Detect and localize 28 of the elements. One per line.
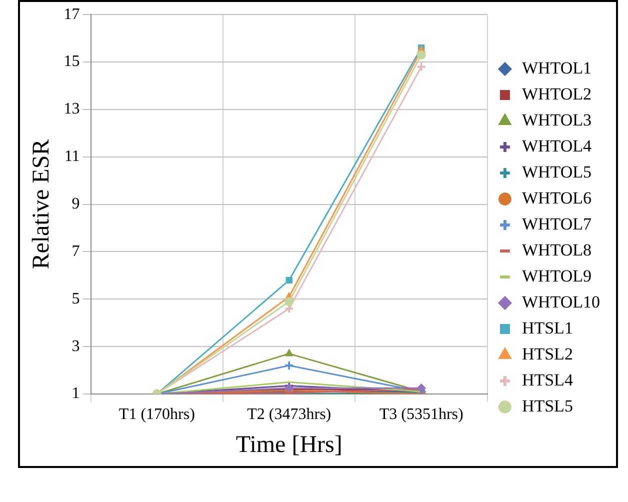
legend-label: WHTOL4 [522,136,592,156]
legend-label: WHTOL7 [522,214,592,234]
legend-label: WHTOL10 [522,292,600,312]
y-tick-label: 17 [64,6,80,23]
x-tick-label: T2 (3473hrs) [247,406,332,423]
y-axis-title: Relative ESR [28,139,55,270]
legend-label: HTSL5 [522,396,573,416]
legend-label: HTSL2 [522,344,573,364]
legend-label: WHTOL2 [522,84,592,104]
y-tick-label: 3 [72,338,80,355]
x-axis-title: Time [Hrs] [236,432,342,458]
legend-label: WHTOL8 [522,240,592,260]
legend-label: WHTOL6 [522,188,592,208]
y-tick-label: 13 [64,100,80,118]
y-tick-label: 1 [72,385,80,402]
y-tick-label: 7 [72,242,80,260]
legend-label: WHTOL5 [522,162,592,182]
y-tick-label: 5 [72,290,80,308]
y-tick-label: 11 [64,148,80,166]
legend-label: HTSL1 [522,318,573,338]
legend-label: WHTOL1 [522,58,592,78]
y-tick-label: 15 [64,53,80,70]
x-tick-label: T3 (5351hrs) [379,406,464,423]
legend-label: HTSL4 [522,370,574,390]
legend-label: WHTOL9 [522,266,592,286]
legend-label: WHTOL3 [522,110,592,130]
x-tick-label: T1 (170hrs) [118,406,195,423]
y-tick-label: 9 [72,196,80,213]
